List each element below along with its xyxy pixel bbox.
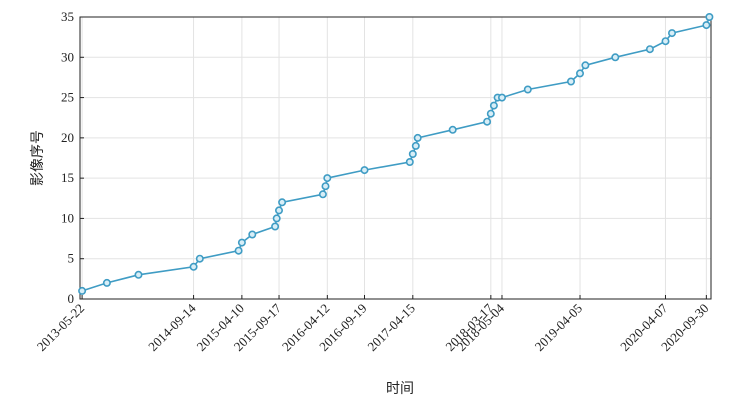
data-point <box>581 61 590 70</box>
data-point <box>278 198 287 207</box>
data-point <box>448 125 457 134</box>
data-point <box>661 37 670 46</box>
data-point <box>321 182 330 191</box>
data-point <box>134 270 143 279</box>
grid <box>80 16 711 300</box>
data-point <box>272 214 281 223</box>
data-point <box>274 206 283 215</box>
data-point <box>102 278 111 287</box>
x-tick-label: 2013-05-22 <box>34 301 88 355</box>
data-point <box>234 246 243 255</box>
data-point <box>360 166 369 175</box>
data-point <box>705 13 714 22</box>
data-point <box>611 53 620 62</box>
y-axis-title: 影像序号 <box>30 130 46 186</box>
data-point <box>497 93 506 102</box>
data-point <box>318 190 327 199</box>
x-tick-label: 2019-04-05 <box>532 301 586 355</box>
x-tick-label: 2014-09-14 <box>145 300 199 354</box>
plot-frame <box>79 16 712 300</box>
y-tick-label: 25 <box>61 90 74 105</box>
data-point <box>411 141 420 150</box>
data-point <box>189 262 198 271</box>
data-point <box>702 21 711 30</box>
data-point <box>408 150 417 159</box>
data-point <box>645 45 654 54</box>
data-point <box>575 69 584 78</box>
data-point <box>248 230 257 239</box>
data-point <box>486 109 495 118</box>
y-tick-label: 35 <box>61 9 74 24</box>
x-axis-title: 时间 <box>386 381 414 397</box>
data-point <box>667 29 676 38</box>
data-point <box>271 222 280 231</box>
y-tick-label: 15 <box>61 170 74 185</box>
data-point <box>413 133 422 142</box>
y-tick-label: 5 <box>68 251 75 266</box>
data-point <box>237 238 246 247</box>
data-point <box>523 85 532 94</box>
y-tick-label: 30 <box>61 49 74 64</box>
y-tick-label: 20 <box>61 130 74 145</box>
y-tick-label: 10 <box>61 210 74 225</box>
data-point <box>323 174 332 183</box>
data-point <box>566 77 575 86</box>
data-point <box>405 158 414 167</box>
x-tick-label: 2017-04-15 <box>364 301 418 355</box>
data-point <box>195 254 204 263</box>
data-point <box>489 101 498 110</box>
y-tick-label: 0 <box>68 291 75 306</box>
series <box>78 13 714 295</box>
data-point <box>483 117 492 126</box>
data-point <box>78 286 87 295</box>
